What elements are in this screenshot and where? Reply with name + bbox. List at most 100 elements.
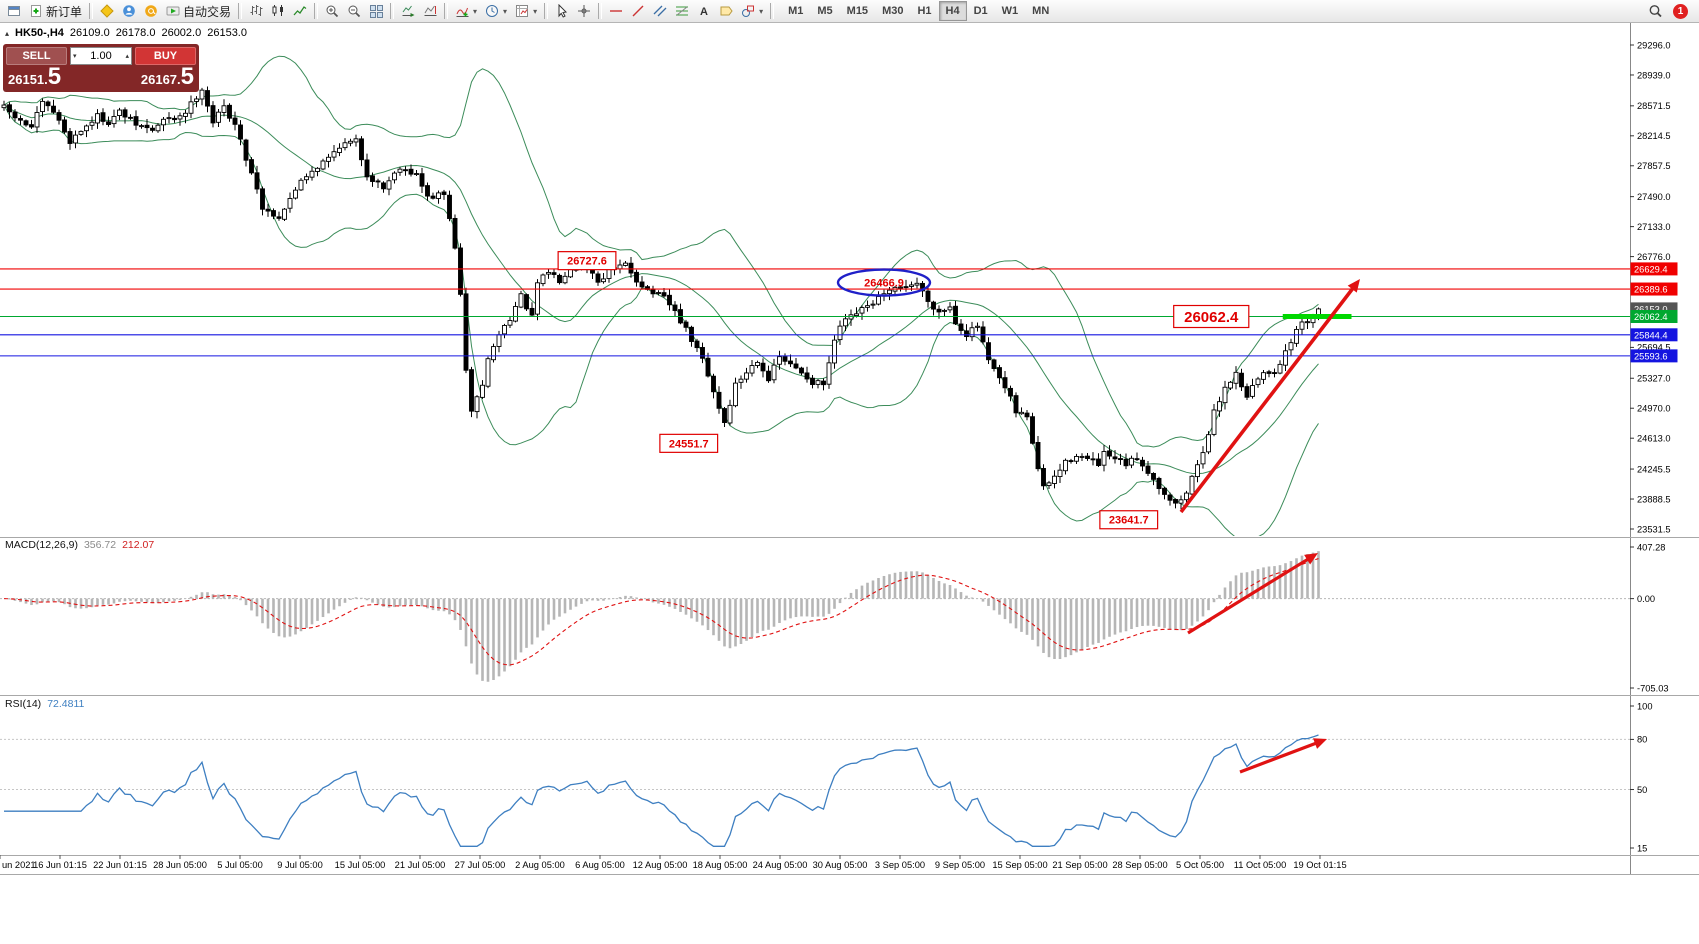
sell-button[interactable]: SELL — [6, 47, 67, 65]
bar-chart-mode-button[interactable] — [245, 1, 267, 21]
price-label-box[interactable] — [659, 433, 719, 453]
timeframe-mn-button[interactable]: MN — [1025, 1, 1056, 21]
timeframe-toolbar: M1 M5 M15 M30 H1 H4 D1 W1 MN — [781, 1, 1056, 21]
trend-arrow[interactable] — [1187, 555, 1313, 635]
ellipse-annotation[interactable] — [836, 268, 932, 297]
rsi-indicator-label: RSI(14) 72.4811 — [5, 698, 84, 710]
chart-ohlc-header: ▴ HK50-,H4 26109.0 26178.0 26002.0 26153… — [5, 27, 247, 39]
cursor-tool-button[interactable] — [551, 1, 573, 21]
timeframe-h4-button[interactable]: H4 — [938, 1, 967, 21]
horizontal-level-lines[interactable] — [0, 268, 1630, 357]
metaeditor-button[interactable] — [96, 1, 118, 21]
tile-windows-icon — [370, 5, 384, 18]
shapes-tool-button[interactable]: ▾ — [737, 1, 767, 21]
svg-text:27857.5: 27857.5 — [1637, 161, 1671, 171]
periods-dropdown-icon[interactable]: ▾ — [503, 6, 508, 16]
price-label-box[interactable] — [1099, 510, 1159, 530]
timeframe-m1-button[interactable]: M1 — [781, 1, 810, 21]
svg-text:25694.5: 25694.5 — [1637, 343, 1671, 353]
svg-text:15: 15 — [1637, 843, 1647, 853]
sell-price[interactable]: 26151.5 — [8, 63, 62, 90]
shapes-tool-dropdown-icon[interactable]: ▾ — [759, 6, 764, 16]
timeframe-w1-button[interactable]: W1 — [995, 1, 1026, 21]
svg-text:29296.0: 29296.0 — [1637, 40, 1671, 50]
svg-text:28214.5: 28214.5 — [1637, 131, 1671, 141]
new-chart-button[interactable] — [3, 1, 25, 21]
svg-text:15 Sep 05:00: 15 Sep 05:00 — [992, 860, 1047, 870]
channel-tool-icon — [653, 5, 667, 17]
price-axis[interactable]: 29296.0 28939.0 28571.5 28214.5 27857.5 27490… — [1630, 23, 1678, 874]
timeframe-m5-button[interactable]: M5 — [810, 1, 839, 21]
line-chart-mode-button[interactable] — [289, 1, 311, 21]
svg-text:50: 50 — [1637, 785, 1647, 795]
svg-text:24551.7: 24551.7 — [669, 438, 709, 450]
zoom-in-icon — [326, 5, 339, 18]
svg-text:15 Jul 05:00: 15 Jul 05:00 — [335, 860, 386, 870]
volume-decrease-icon[interactable]: ▾ — [73, 53, 77, 60]
price-label-box[interactable] — [1173, 304, 1250, 329]
svg-text:26062.4: 26062.4 — [1184, 309, 1239, 326]
channel-tool-button[interactable] — [649, 1, 671, 21]
sell-price-big-digit: 5 — [47, 63, 62, 90]
buy-button[interactable]: BUY — [135, 47, 196, 65]
svg-text:5 Oct 05:00: 5 Oct 05:00 — [1176, 860, 1224, 870]
svg-text:21 Jul 05:00: 21 Jul 05:00 — [395, 860, 446, 870]
chart-shift-button[interactable] — [419, 1, 441, 21]
svg-text:5 Jul 05:00: 5 Jul 05:00 — [217, 860, 263, 870]
candlestick-mode-button[interactable] — [267, 1, 289, 21]
cursor-tool-icon — [558, 4, 568, 18]
svg-text:26153.0: 26153.0 — [1634, 304, 1668, 314]
indicators-button[interactable]: ▾ — [451, 1, 481, 21]
volume-value[interactable]: 1.00 — [90, 50, 112, 62]
search-button[interactable] — [1644, 1, 1666, 21]
svg-text:28571.5: 28571.5 — [1637, 101, 1671, 111]
timeframe-h1-button[interactable]: H1 — [910, 1, 938, 21]
trend-arrow[interactable] — [1239, 740, 1321, 774]
fibonacci-tool-button[interactable] — [671, 1, 693, 21]
volume-increase-icon[interactable]: ▴ — [125, 53, 129, 60]
svg-text:21 Sep 05:00: 21 Sep 05:00 — [1052, 860, 1107, 870]
svg-text:9 Jul 05:00: 9 Jul 05:00 — [277, 860, 323, 870]
zoom-in-button[interactable] — [321, 1, 343, 21]
periods-button[interactable]: ▾ — [481, 1, 511, 21]
svg-text:3 Sep 05:00: 3 Sep 05:00 — [875, 860, 925, 870]
timeframe-m30-button[interactable]: M30 — [875, 1, 910, 21]
buy-price[interactable]: 26167.5 — [141, 65, 194, 89]
one-click-trading-panel: SELL ▾ 1.00 ▴ BUY 26151.5 26167.5 — [3, 44, 199, 92]
svg-text:100: 100 — [1637, 701, 1653, 711]
chart-shift-icon — [424, 5, 437, 16]
timeframe-d1-button[interactable]: D1 — [967, 1, 995, 21]
timeframe-m15-button[interactable]: M15 — [840, 1, 875, 21]
crosshair-tool-button[interactable] — [573, 1, 595, 21]
trend-arrow[interactable] — [1179, 284, 1357, 514]
horizontal-line-tool-button[interactable] — [605, 1, 627, 21]
market-button[interactable] — [118, 1, 140, 21]
svg-text:27490.0: 27490.0 — [1637, 192, 1671, 202]
templates-dropdown-icon[interactable]: ▾ — [533, 6, 538, 16]
svg-text:26466.9: 26466.9 — [864, 278, 904, 290]
price-label-box[interactable] — [557, 251, 617, 271]
tile-windows-button[interactable] — [365, 1, 387, 21]
svg-text:26776.0: 26776.0 — [1637, 252, 1671, 262]
volume-field[interactable]: ▾ 1.00 ▴ — [70, 47, 132, 65]
svg-text:18 Aug 05:00: 18 Aug 05:00 — [693, 860, 748, 870]
trendline-tool-button[interactable] — [627, 1, 649, 21]
indicators-dropdown-icon[interactable]: ▾ — [473, 6, 478, 16]
svg-text:27 Jul 05:00: 27 Jul 05:00 — [455, 860, 506, 870]
text-tool-button[interactable]: A — [693, 1, 715, 21]
auto-trading-button[interactable]: 自动交易 — [162, 1, 235, 21]
svg-text:24245.5: 24245.5 — [1637, 464, 1671, 474]
community-button[interactable] — [140, 1, 162, 21]
svg-text:24970.0: 24970.0 — [1637, 404, 1671, 414]
zoom-out-button[interactable] — [343, 1, 365, 21]
auto-scroll-button[interactable] — [397, 1, 419, 21]
crosshair-tool-icon — [578, 5, 591, 17]
label-tool-button[interactable] — [715, 1, 737, 21]
templates-button[interactable]: ▾ — [511, 1, 541, 21]
one-click-toggle-icon[interactable]: ▴ — [5, 28, 10, 38]
notification-badge[interactable]: 1 — [1673, 3, 1688, 19]
chart-annotations[interactable]: 26727.6 24551.7 23641.7 26062.4 26466.9 — [557, 251, 1360, 774]
new-order-button[interactable]: 新订单 — [25, 1, 86, 21]
